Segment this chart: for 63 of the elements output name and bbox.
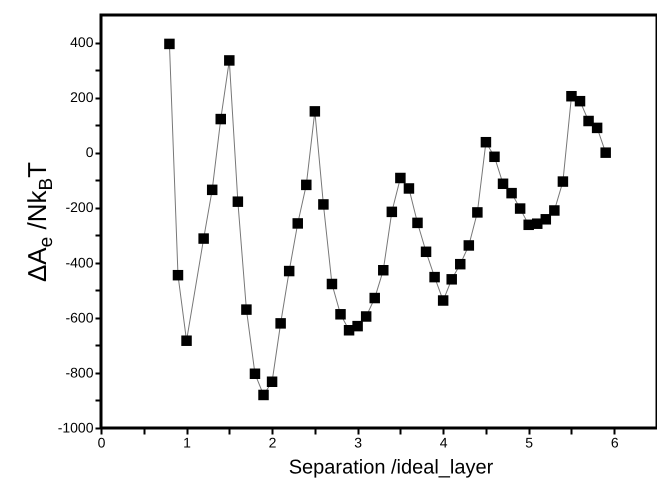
- point: [301, 180, 312, 190]
- point: [250, 368, 260, 380]
- point: [181, 335, 192, 346]
- point: [335, 309, 346, 320]
- y-tick-label: 400: [70, 34, 94, 50]
- point: [540, 214, 552, 225]
- y-tick-label: -1000: [58, 420, 94, 436]
- point: [275, 318, 286, 329]
- point: [506, 188, 517, 198]
- point: [514, 203, 526, 214]
- point: [352, 320, 363, 332]
- point: [378, 264, 389, 276]
- point: [438, 295, 448, 306]
- point: [310, 106, 320, 117]
- point: [224, 55, 235, 66]
- x-axis-title: Separation /ideal_layer: [288, 456, 494, 480]
- point: [558, 176, 568, 187]
- point: [206, 184, 218, 196]
- y-tick-label: 200: [70, 89, 94, 106]
- point: [549, 205, 560, 216]
- y-tick-label: -400: [65, 254, 94, 270]
- x-tick-label: 2: [268, 434, 277, 450]
- x-tick-label: 3: [354, 434, 362, 450]
- point: [232, 196, 244, 207]
- point: [258, 390, 269, 400]
- point: [395, 172, 406, 184]
- point: [369, 292, 380, 304]
- y-tick-label: 0: [86, 144, 94, 160]
- point: [386, 206, 398, 218]
- point: [420, 246, 432, 258]
- point: [498, 178, 508, 190]
- point: [429, 272, 440, 282]
- point: [326, 278, 338, 290]
- point: [241, 304, 252, 315]
- y-tick-label: -600: [65, 309, 94, 326]
- point: [446, 274, 457, 285]
- x-tick-label: 0: [98, 434, 106, 450]
- point: [489, 152, 500, 162]
- point: [472, 207, 483, 218]
- point: [360, 311, 372, 322]
- point: [266, 376, 278, 387]
- point: [480, 136, 492, 148]
- point: [574, 96, 586, 106]
- point: [216, 114, 226, 124]
- x-tick-label: 4: [440, 434, 448, 450]
- point: [292, 218, 303, 229]
- point: [600, 147, 611, 158]
- y-tick-label: -200: [65, 199, 94, 216]
- point: [404, 183, 414, 194]
- point: [284, 266, 294, 276]
- point: [592, 122, 602, 134]
- point: [198, 233, 209, 244]
- point: [455, 258, 466, 270]
- point: [318, 199, 329, 210]
- y-tick-label: -800: [65, 364, 94, 380]
- x-tick-label: 5: [525, 434, 534, 450]
- point: [164, 38, 175, 50]
- point: [566, 90, 577, 102]
- x-tick-label: 6: [610, 434, 619, 450]
- point: [172, 270, 184, 280]
- point: [464, 240, 474, 251]
- point: [412, 218, 423, 228]
- x-tick-label: 1: [183, 434, 192, 450]
